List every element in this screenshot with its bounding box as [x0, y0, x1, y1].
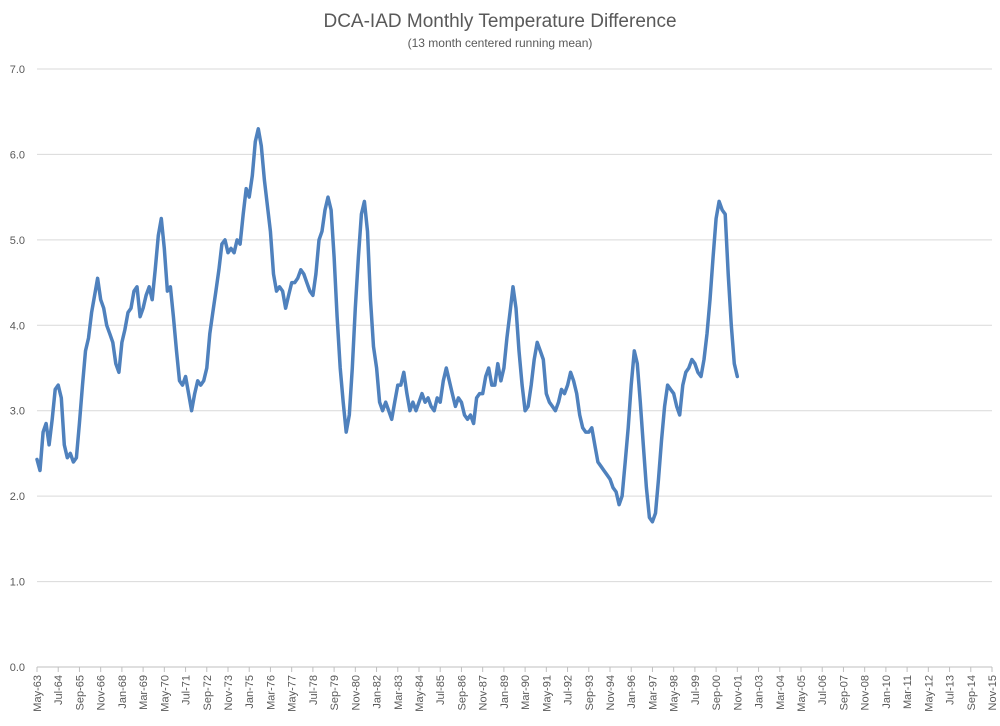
x-tick-label: Nov-87: [478, 675, 490, 710]
gridlines: [37, 68, 992, 668]
x-tick-label: Mar-97: [647, 675, 659, 710]
x-tick-label: May-91: [541, 675, 553, 712]
x-tick-label: Sep-00: [711, 675, 723, 710]
x-tick-label: Jul-92: [563, 675, 575, 705]
x-tick-label: Jan-96: [626, 675, 638, 709]
series-line: [35, 127, 740, 524]
x-tick-label: May-12: [923, 675, 935, 712]
y-tick-label: 4.0: [10, 320, 25, 332]
x-tick-label: Jan-68: [117, 675, 129, 709]
x-tick-label: Jul-06: [817, 675, 829, 705]
x-tick-label: Jan-10: [881, 675, 893, 709]
x-tick-label: Nov-08: [860, 675, 872, 710]
x-tick-label: Sep-14: [966, 675, 978, 710]
x-tick-label: Jul-78: [308, 675, 320, 705]
x-tick-label: May-63: [32, 675, 44, 712]
x-tick-label: Jan-82: [372, 675, 384, 709]
x-tick-label: Jul-99: [690, 675, 702, 705]
x-tick-label: Nov-15: [987, 675, 999, 710]
x-tick-label: Mar-69: [138, 675, 150, 710]
x-tick-label: Nov-73: [223, 675, 235, 710]
x-tick-label: May-05: [796, 675, 808, 712]
y-tick-label: 2.0: [10, 491, 25, 503]
x-tick-label: Mar-04: [775, 675, 787, 710]
x-tick-label: Sep-65: [74, 675, 86, 710]
x-tick-label: Sep-86: [456, 675, 468, 710]
x-tick-label: Jan-89: [499, 675, 511, 709]
x-tick-label: Mar-11: [902, 675, 914, 709]
x-tick-label: May-84: [414, 675, 426, 712]
y-tick-label: 0.0: [10, 662, 25, 674]
x-tick-label: May-98: [669, 675, 681, 712]
x-tick-label: Jul-71: [181, 675, 193, 705]
x-tick-label: Jul-85: [435, 675, 447, 705]
x-tick-label: Sep-72: [202, 675, 214, 710]
chart-subtitle: (13 month centered running mean): [408, 36, 593, 50]
x-tick-label: Jan-75: [244, 675, 256, 709]
x-axis: May-63 Jul-64 Sep-65 Nov-66 Jan-68 Mar-69 May-…: [32, 667, 999, 712]
y-tick-label: 5.0: [10, 235, 25, 247]
x-tick-label: Nov-80: [350, 675, 362, 710]
chart-title: DCA-IAD Monthly Temperature Difference: [323, 11, 676, 32]
y-tick-label: 1.0: [10, 577, 25, 589]
x-tick-label: Nov-66: [96, 675, 108, 710]
y-tick-label: 7.0: [10, 64, 25, 76]
x-tick-label: May-70: [159, 675, 171, 712]
x-tick-label: May-77: [287, 675, 299, 712]
y-axis: 0.0 1.0 2.0 3.0 4.0 5.0 6.0 7.0: [10, 64, 25, 674]
y-tick-label: 6.0: [10, 149, 25, 161]
x-tick-label: Mar-83: [393, 675, 405, 710]
x-tick-label: Sep-07: [838, 675, 850, 710]
x-tick-label: Sep-93: [584, 675, 596, 710]
x-tick-label: Nov-94: [605, 675, 617, 710]
x-tick-label: Mar-90: [520, 675, 532, 710]
x-tick-label: Sep-79: [329, 675, 341, 710]
x-tick-label: Nov-01: [732, 675, 744, 710]
series-layer: [35, 127, 740, 524]
x-tick-label: Jul-64: [53, 675, 65, 705]
y-tick-label: 3.0: [10, 406, 25, 418]
x-tick-label: Jan-03: [754, 675, 766, 709]
x-tick-label: Mar-76: [265, 675, 277, 710]
x-tick-label: Jul-13: [945, 675, 957, 705]
